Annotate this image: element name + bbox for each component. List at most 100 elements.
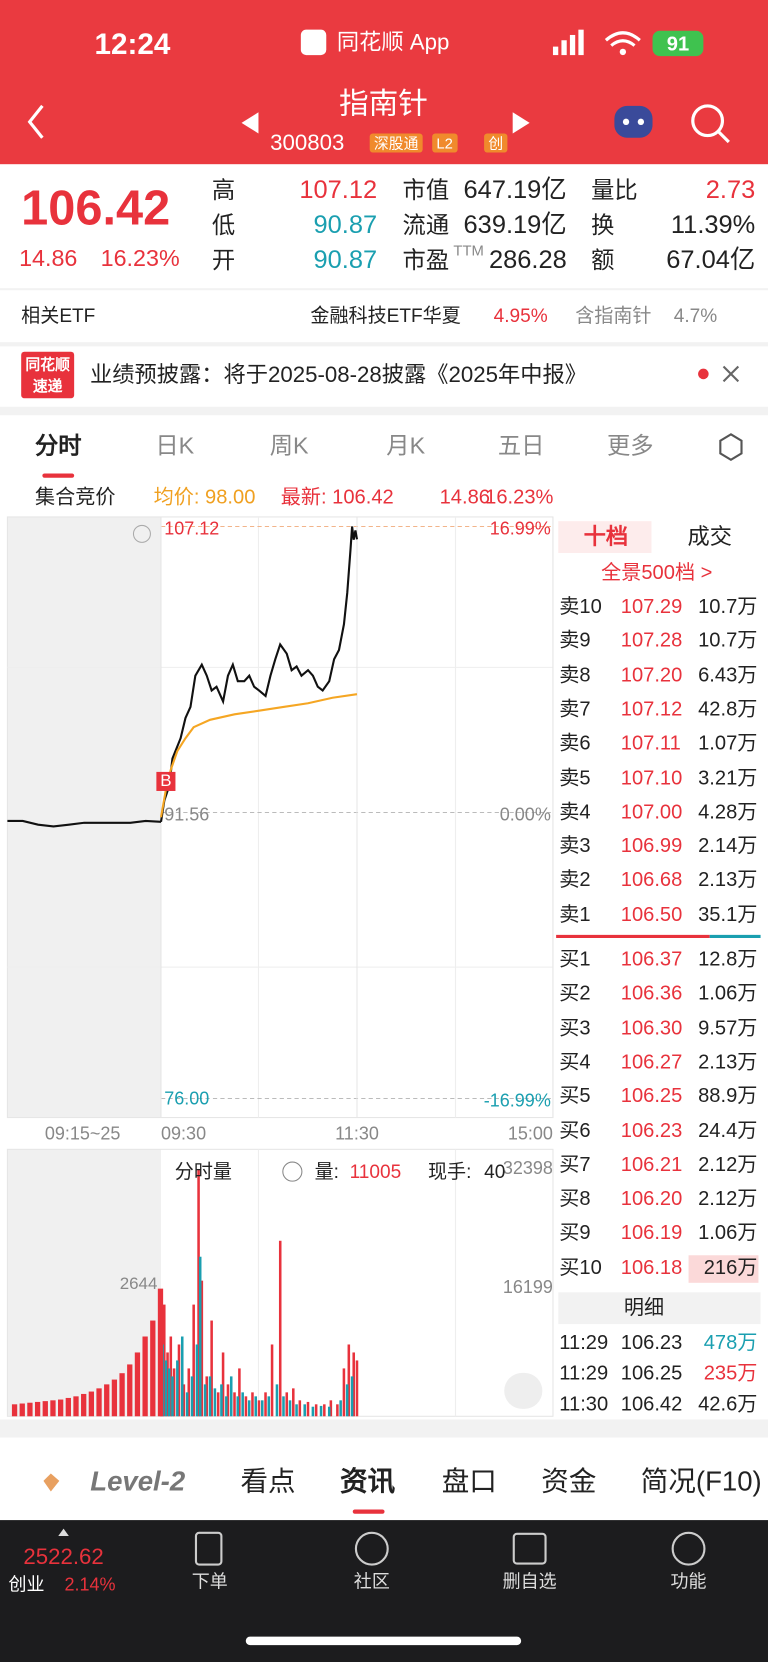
book-label: 卖8: [559, 664, 591, 687]
robot-eye: [637, 118, 645, 125]
help-icon[interactable]: [132, 524, 151, 543]
price-line: [159, 693, 358, 818]
book-volume: 2.13万: [698, 1051, 758, 1074]
stat-value: 286.28: [488, 245, 567, 275]
etf-name[interactable]: 金融科技ETF华夏: [310, 305, 461, 327]
nav-icon[interactable]: [512, 1532, 547, 1565]
book-volume: 6.43万: [698, 664, 758, 687]
help-icon[interactable]: [282, 1161, 303, 1182]
volume-bar: [295, 1404, 298, 1417]
book-volume: 1.06万: [698, 1222, 758, 1245]
volume-selector[interactable]: 分时量: [174, 1160, 232, 1183]
marker-label: B: [160, 771, 172, 790]
notice-text[interactable]: 业绩预披露：将于2025-08-28披露《2025年中报》: [90, 362, 588, 388]
robot-icon[interactable]: [614, 105, 653, 138]
volume-bar: [111, 1379, 118, 1417]
volume-bar: [185, 1392, 189, 1417]
book-label: 买2: [559, 982, 591, 1006]
volume-bar: [88, 1391, 95, 1417]
bottom-tab[interactable]: 看点: [240, 1465, 296, 1497]
level2-icon: [43, 1473, 60, 1492]
settings-icon[interactable]: [719, 433, 743, 461]
volume-bar: [288, 1400, 292, 1417]
bottom-tab[interactable]: 资金: [541, 1465, 597, 1497]
volume-bar: [57, 1399, 64, 1417]
bottom-tab[interactable]: 资讯: [340, 1465, 396, 1497]
volume-bar: [311, 1406, 315, 1417]
stock-name: 指南针: [338, 86, 428, 120]
book-label: 卖4: [559, 801, 591, 824]
stat-value: 11.39%: [670, 210, 756, 240]
volume-bar: [247, 1400, 251, 1417]
trade-volume: 42.6万: [698, 1393, 758, 1416]
volume-bar: [282, 1396, 285, 1417]
nav-icon[interactable]: [354, 1531, 389, 1566]
volume-bar: [164, 1360, 168, 1417]
volume-bar: [104, 1384, 110, 1417]
tab[interactable]: 周K: [269, 432, 309, 459]
tab[interactable]: 更多: [606, 432, 654, 459]
stat-value: 2.73: [705, 175, 756, 205]
index-arrow: [58, 1528, 69, 1536]
book-price: 106.20: [620, 1188, 683, 1211]
volume-bar: [203, 1384, 207, 1417]
bottom-tab[interactable]: 简况(F10): [640, 1465, 762, 1497]
tab[interactable]: 分时: [34, 432, 82, 459]
nav-icon[interactable]: [671, 1531, 706, 1566]
tab[interactable]: 月K: [386, 432, 426, 459]
trade-volume: 235万: [703, 1362, 758, 1386]
nav-item[interactable]: 功能: [670, 1571, 707, 1592]
tab[interactable]: 日K: [155, 432, 195, 459]
sep: [0, 1419, 768, 1438]
nav-item[interactable]: 社区: [353, 1571, 390, 1592]
change-pct: 16.23%: [485, 486, 554, 509]
volume-bar: [42, 1401, 48, 1417]
expand-icon[interactable]: [504, 1372, 543, 1409]
volume-bar: [169, 1336, 173, 1417]
volume-bar: [251, 1392, 254, 1417]
volume-bar: [208, 1376, 212, 1417]
volume-bar: [327, 1406, 331, 1417]
book-label: 卖5: [559, 766, 591, 790]
book-price: 106.99: [620, 835, 683, 858]
tab[interactable]: 五日: [497, 432, 545, 459]
volume-bar: [197, 1168, 200, 1417]
nav-item[interactable]: 删自选: [502, 1571, 557, 1592]
volume-bar: [176, 1360, 179, 1417]
volume-bar: [350, 1376, 354, 1417]
bottom-tab[interactable]: 盘口: [441, 1465, 497, 1497]
battery: [652, 30, 704, 57]
next-icon[interactable]: [512, 112, 530, 134]
volume-bar: [270, 1344, 274, 1417]
full-depth[interactable]: 全景500档 >: [601, 561, 713, 585]
book-tab[interactable]: 十档: [583, 524, 629, 550]
volume-bar: [342, 1368, 346, 1417]
detail-label[interactable]: 明细: [623, 1297, 665, 1320]
book-price: 106.68: [620, 869, 683, 892]
nav-icon[interactable]: [194, 1531, 223, 1566]
volume-bar: [260, 1400, 264, 1417]
bottom-tab[interactable]: Level-2: [90, 1465, 186, 1497]
search-icon[interactable]: [691, 104, 725, 138]
book-tab[interactable]: 成交: [687, 524, 732, 550]
book-label: 买7: [559, 1153, 591, 1177]
nav-item[interactable]: 下单: [191, 1571, 228, 1592]
book-price: 106.27: [620, 1051, 683, 1074]
volume-bar: [254, 1396, 258, 1417]
volume-bar: [226, 1384, 230, 1417]
volume-bar: [355, 1360, 359, 1417]
book-price: 106.50: [620, 903, 683, 927]
y2-tick-label: 16.99%: [489, 518, 551, 539]
search-icon[interactable]: [717, 130, 730, 144]
book-volume: 10.7万: [698, 595, 758, 619]
back-icon[interactable]: [27, 104, 44, 139]
volume-bar: [216, 1392, 220, 1417]
hand-label: 现手:: [427, 1160, 472, 1183]
volume-bar: [142, 1336, 148, 1417]
close-icon[interactable]: [722, 365, 740, 383]
volume-bar: [73, 1396, 79, 1417]
stat-sup: TTM: [453, 241, 484, 259]
prev-icon[interactable]: [241, 112, 259, 134]
book-volume: 1.07万: [698, 732, 758, 755]
stat-label: 换: [591, 211, 615, 239]
